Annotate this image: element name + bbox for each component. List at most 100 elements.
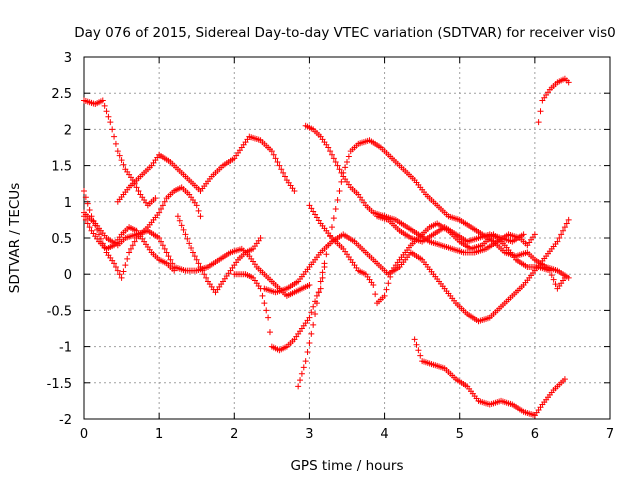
y-tick-label: -1.5 bbox=[47, 377, 72, 392]
data-point bbox=[199, 267, 206, 274]
data-point bbox=[334, 162, 341, 169]
data-point bbox=[556, 235, 563, 241]
data-point bbox=[306, 314, 313, 321]
data-point bbox=[163, 249, 170, 256]
data-point bbox=[537, 108, 544, 115]
x-tick-label: 5 bbox=[456, 427, 464, 442]
y-tick-label: 0 bbox=[64, 268, 72, 283]
data-point bbox=[81, 213, 87, 220]
data-point bbox=[158, 206, 165, 213]
data-point bbox=[126, 249, 133, 256]
data-point bbox=[195, 260, 202, 267]
data-point bbox=[122, 262, 129, 269]
data-point bbox=[127, 245, 134, 252]
data-point bbox=[124, 255, 131, 262]
data-point bbox=[336, 166, 343, 173]
data-point bbox=[565, 79, 572, 86]
data-point bbox=[195, 207, 202, 214]
data-point bbox=[372, 291, 379, 298]
y-tick-label: 0.5 bbox=[51, 232, 72, 247]
data-point bbox=[554, 238, 561, 245]
data-point bbox=[193, 256, 200, 263]
data-point bbox=[111, 260, 118, 267]
data-point bbox=[176, 217, 183, 224]
data-point bbox=[381, 292, 388, 299]
data-point bbox=[312, 311, 319, 318]
data-point bbox=[111, 133, 118, 140]
data-point bbox=[118, 274, 125, 281]
data-point bbox=[169, 260, 176, 267]
data-point bbox=[282, 173, 289, 180]
data-point bbox=[306, 339, 313, 346]
data-point bbox=[319, 269, 326, 276]
data-point bbox=[274, 158, 281, 165]
data-point bbox=[302, 358, 309, 365]
data-point bbox=[328, 224, 335, 231]
data-point bbox=[558, 231, 565, 238]
data-point bbox=[107, 119, 114, 126]
data-point bbox=[327, 148, 334, 155]
data-point bbox=[99, 97, 106, 104]
data-point bbox=[520, 231, 527, 238]
data-point bbox=[344, 158, 350, 165]
data-point bbox=[118, 157, 125, 164]
data-point bbox=[338, 178, 345, 185]
x-tick-label: 3 bbox=[305, 427, 313, 442]
data-point bbox=[184, 235, 191, 242]
data-point bbox=[413, 341, 420, 348]
data-point bbox=[323, 251, 330, 258]
data-point bbox=[535, 119, 542, 126]
data-point bbox=[328, 151, 335, 158]
data-point bbox=[310, 321, 317, 328]
data-point bbox=[188, 244, 195, 251]
data-point bbox=[265, 314, 272, 321]
data-point bbox=[171, 267, 178, 274]
data-point bbox=[159, 202, 166, 209]
data-point bbox=[385, 280, 392, 287]
data-point bbox=[186, 240, 193, 247]
data-point bbox=[86, 224, 93, 231]
data-point bbox=[315, 289, 322, 296]
data-point bbox=[189, 249, 196, 256]
data-point bbox=[197, 263, 204, 270]
data-point bbox=[133, 184, 140, 191]
data-point bbox=[334, 196, 341, 203]
y-tick-label: 1 bbox=[64, 196, 72, 211]
data-point bbox=[336, 187, 343, 194]
data-point bbox=[550, 276, 557, 283]
data-point bbox=[178, 222, 185, 229]
data-point bbox=[268, 148, 275, 155]
data-point bbox=[308, 330, 315, 337]
data-point bbox=[152, 195, 159, 202]
data-point bbox=[82, 194, 89, 201]
data-point bbox=[259, 292, 266, 299]
series-arc-14 bbox=[411, 336, 568, 419]
data-point bbox=[325, 144, 332, 151]
data-point bbox=[417, 352, 424, 359]
data-point bbox=[116, 152, 123, 159]
data-point bbox=[131, 238, 138, 245]
x-tick-label: 4 bbox=[380, 427, 388, 442]
data-point bbox=[167, 256, 174, 263]
x-tick-label: 1 bbox=[155, 427, 163, 442]
x-tick-label: 6 bbox=[531, 427, 539, 442]
y-tick-label: 1.5 bbox=[51, 160, 72, 175]
y-tick-label: 2 bbox=[64, 123, 72, 138]
y-tick-label: -0.5 bbox=[47, 304, 72, 319]
data-point bbox=[546, 267, 553, 274]
x-tick-label: 0 bbox=[80, 427, 88, 442]
y-tick-label: -1 bbox=[59, 341, 72, 356]
data-point bbox=[263, 307, 270, 314]
data-point bbox=[135, 187, 142, 194]
data-point bbox=[276, 162, 283, 169]
data-point bbox=[116, 271, 123, 278]
data-point bbox=[330, 215, 337, 222]
data-point bbox=[272, 155, 279, 162]
data-point bbox=[295, 383, 302, 390]
y-tick-label: 2.5 bbox=[51, 87, 72, 102]
series-arc-7 bbox=[174, 213, 264, 296]
series-arc-6 bbox=[81, 213, 178, 274]
data-point bbox=[342, 164, 349, 171]
